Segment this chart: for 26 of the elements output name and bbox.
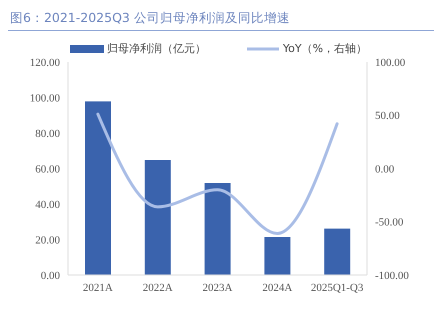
x-tick-label: 2022A xyxy=(142,282,173,294)
y2-tick-label: -50.00 xyxy=(375,216,404,229)
y-tick-label: 0.00 xyxy=(40,270,60,282)
bar xyxy=(204,183,231,275)
legend-label: 归母净利润（亿元） xyxy=(106,41,206,56)
line-series xyxy=(96,112,339,235)
bar xyxy=(144,160,171,275)
legend-label: YoY（%，右轴） xyxy=(282,41,368,56)
y2-tick-label: -100.00 xyxy=(375,270,410,282)
bar xyxy=(85,101,111,275)
x-tick-label: 2025Q1-Q3 xyxy=(310,282,364,294)
y-tick-label: 60.00 xyxy=(35,163,60,176)
x-tick-label: 2021A xyxy=(82,282,113,294)
y-tick-label: 20.00 xyxy=(35,234,60,246)
y-tick-label: 120.00 xyxy=(30,56,60,69)
bar xyxy=(264,237,290,275)
y-tick-label: 80.00 xyxy=(35,128,60,140)
chart-title: 图6：2021-2025Q3 公司归母净利润及同比增速 xyxy=(8,8,434,31)
x-tick-label: 2023A xyxy=(202,282,233,294)
y2-tick-label: 0.00 xyxy=(375,163,395,176)
x-tick-label: 2024A xyxy=(262,282,292,294)
y-tick-label: 100.00 xyxy=(30,92,60,104)
bar xyxy=(324,228,350,275)
y-tick-label: 40.00 xyxy=(35,198,60,211)
y2-tick-label: 100.00 xyxy=(375,56,406,69)
y2-tick-label: 50.00 xyxy=(375,110,400,122)
